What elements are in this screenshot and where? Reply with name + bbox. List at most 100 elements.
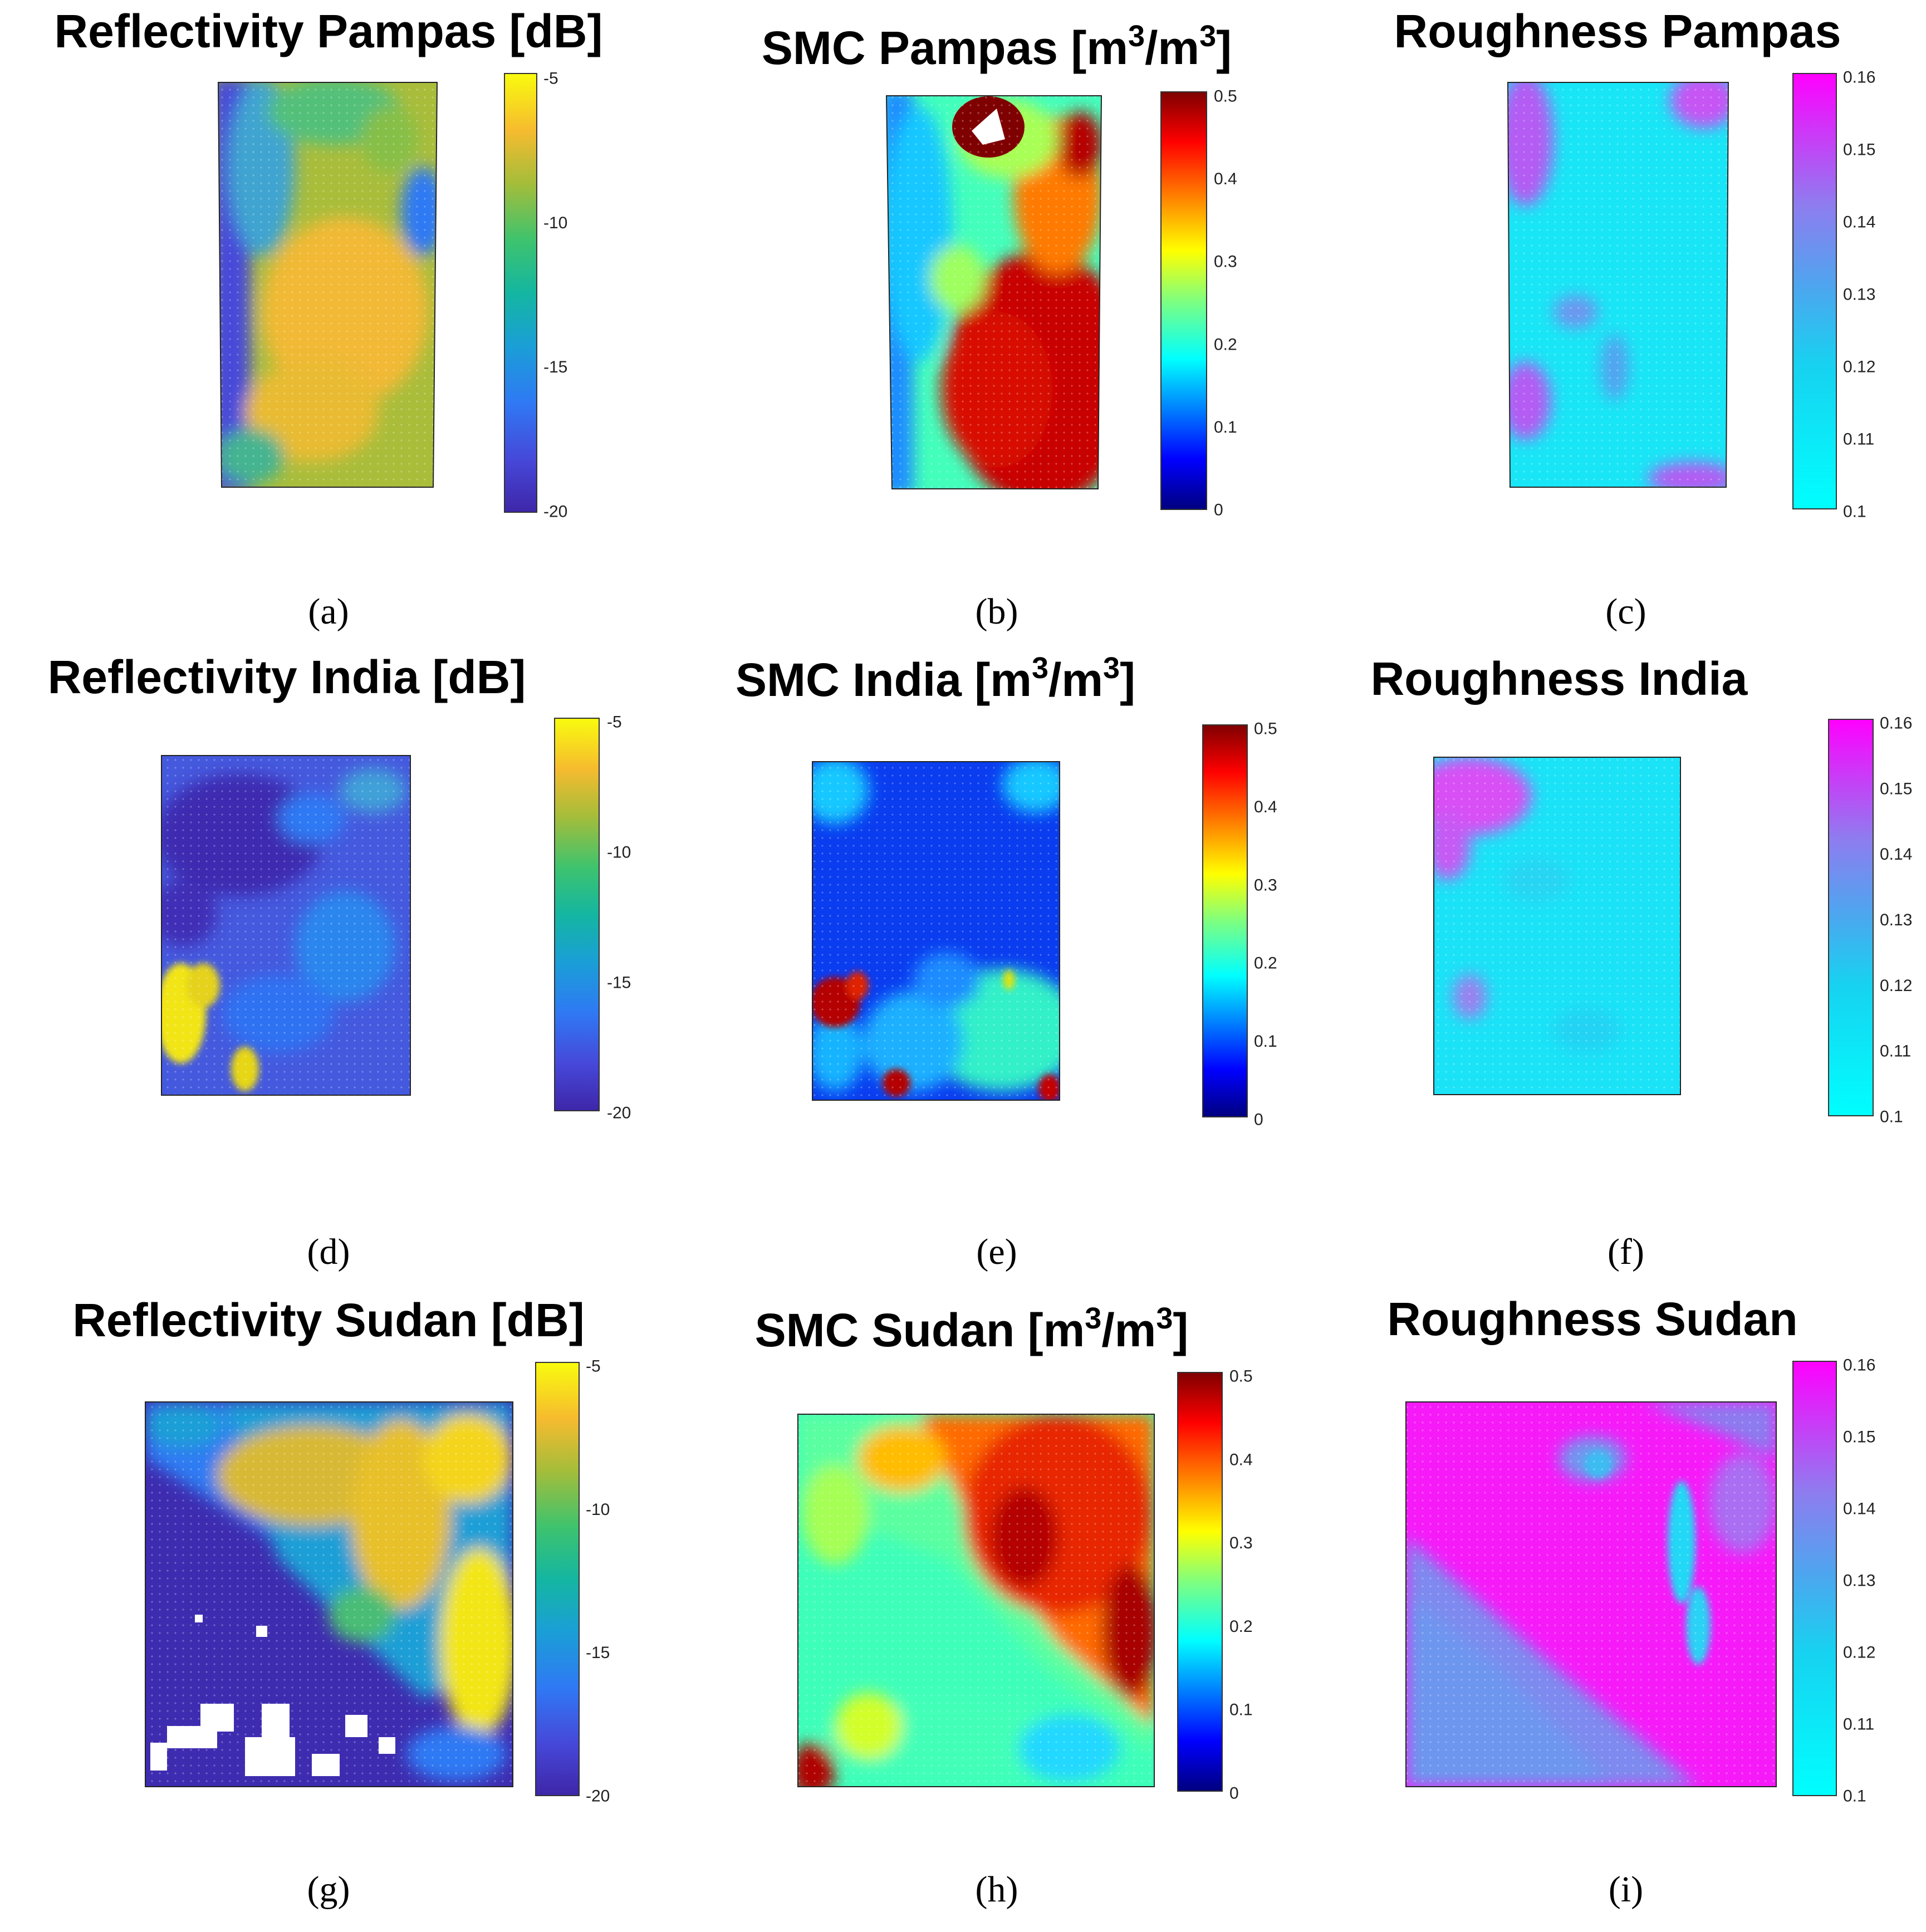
panel-h-caption: (h) — [976, 1869, 1018, 1910]
panel-d-heatmap — [161, 756, 410, 1095]
panel-b-frame — [885, 95, 1102, 489]
panel-i-colorbar-tick-label: 0.11 — [1843, 1715, 1874, 1734]
panel-c: Roughness Pampas 0.160.150.140.130.120.1… — [1394, 5, 1876, 632]
panel-d-colorbar-tick-label: -5 — [607, 713, 622, 732]
panel-i-frame — [1405, 1401, 1777, 1787]
panel-b-colorbar-tick-label: 0.1 — [1214, 418, 1237, 437]
panel-b-title: SMC Pampas [m3/m3] — [762, 19, 1232, 74]
panel-a-caption: (a) — [308, 591, 349, 632]
panel-f-colorbar — [1828, 719, 1874, 1116]
panel-d-caption: (d) — [307, 1232, 350, 1272]
panel-d-colorbar-tick-label: -15 — [607, 974, 631, 992]
panel-a-colorbar-tick-label: -20 — [543, 503, 567, 521]
panel-i-title: Roughness Sudan — [1387, 1293, 1797, 1345]
panel-c-colorbar-ticks: 0.16 0.15 0.14 0.13 0.12 0.11 0.1 — [1843, 68, 1875, 521]
panel-h-colorbar — [1177, 1372, 1223, 1792]
panel-e-colorbar-tick-label: 0.2 — [1254, 954, 1277, 973]
panel-i-colorbar-tick-label: 0.1 — [1843, 1787, 1866, 1806]
panel-d-colorbar-tick-label: -10 — [607, 844, 631, 862]
panel-d-colorbar-tick-label: -20 — [607, 1104, 631, 1122]
panel-a-frame — [217, 82, 438, 488]
panel-a-title: Reflectivity Pampas [dB] — [55, 5, 603, 57]
panel-f-colorbar-tick-label: 0.1 — [1880, 1108, 1903, 1126]
panel-g-colorbar — [535, 1362, 580, 1796]
panel-e-caption: (e) — [976, 1232, 1017, 1272]
panel-b-colorbar-tick-label: 0.3 — [1214, 253, 1237, 271]
panel-f-caption: (f) — [1608, 1232, 1644, 1272]
panel-e-colorbar-tick-label: 0 — [1254, 1111, 1263, 1129]
panel-h-colorbar-tick-label: 0 — [1229, 1784, 1239, 1803]
panel-a-colorbar — [504, 73, 537, 513]
panel-e-colorbar-tick-label: 0.1 — [1254, 1032, 1277, 1051]
panel-d-colorbar — [554, 718, 600, 1111]
panel-f-colorbar-tick-label: 0.12 — [1880, 977, 1912, 995]
panel-d-colorbar-ticks: -5 -10 -15 -20 — [607, 713, 631, 1122]
panel-i-colorbar-tick-label: 0.14 — [1843, 1500, 1875, 1518]
panel-h-colorbar-tick-label: 0.4 — [1229, 1450, 1253, 1469]
panel-g-colorbar-tick-label: -10 — [586, 1501, 610, 1519]
panel-c-colorbar-tick-label: 0.15 — [1843, 141, 1875, 159]
panel-c-frame — [1507, 82, 1729, 488]
panel-b-colorbar-tick-label: 0.2 — [1214, 335, 1237, 354]
panel-i-caption: (i) — [1609, 1869, 1643, 1910]
panel-b-heatmap — [886, 96, 1101, 489]
panel-f-title: Roughness India — [1371, 653, 1748, 705]
panel-c-caption: (c) — [1605, 591, 1646, 632]
panel-e-colorbar-ticks: 0.5 0.4 0.3 0.2 0.1 0 — [1254, 720, 1277, 1129]
panel-b-colorbar-tick-label: 0.4 — [1214, 170, 1237, 188]
panel-g-colorbar-tick-label: -15 — [586, 1644, 610, 1662]
panel-b-colorbar — [1160, 91, 1207, 510]
panel-g-colorbar-tick-label: -5 — [586, 1357, 601, 1376]
panel-d-frame — [161, 755, 411, 1096]
panel-h-colorbar-tick-label: 0.3 — [1229, 1534, 1253, 1552]
panel-f-colorbar-tick-label: 0.15 — [1880, 779, 1912, 798]
panel-g-heatmap — [145, 1402, 513, 1787]
panel-e-frame — [812, 761, 1060, 1101]
panel-h-colorbar-tick-label: 0.2 — [1229, 1617, 1253, 1636]
panel-g-caption: (g) — [307, 1869, 350, 1910]
panel-a-colorbar-ticks: -5 -10 -15 -20 — [543, 70, 567, 521]
panel-i-colorbar — [1792, 1361, 1837, 1796]
panel-a-colorbar-tick-label: -5 — [543, 70, 558, 88]
panel-e-title: SMC India [m3/m3] — [736, 651, 1135, 706]
panel-b-caption: (b) — [976, 591, 1018, 632]
panel-e-colorbar-tick-label: 0.5 — [1254, 720, 1277, 738]
panel-c-colorbar-tick-label: 0.11 — [1843, 430, 1874, 449]
panel-f-heatmap — [1434, 757, 1680, 1095]
panel-e-colorbar-tick-label: 0.4 — [1254, 798, 1277, 816]
panel-a: Reflectivity Pampas [dB] -5 -10 -15 -20 (a) — [55, 5, 603, 632]
panel-g-colorbar-ticks: -5 -10 -15 -20 — [586, 1357, 610, 1806]
panel-h-heatmap — [798, 1414, 1154, 1787]
panel-b-colorbar-ticks: 0.5 0.4 0.3 0.2 0.1 0 — [1214, 87, 1237, 519]
panel-i-colorbar-tick-label: 0.16 — [1843, 1356, 1875, 1375]
panel-f-colorbar-tick-label: 0.16 — [1880, 714, 1912, 733]
panel-a-colorbar-tick-label: -10 — [543, 214, 567, 232]
panel-b-colorbar-tick-label: 0 — [1214, 501, 1223, 519]
panel-e: SMC India [m3/m3] 0.5 0.4 0.3 0.2 0.1 0 — [736, 651, 1277, 1272]
panel-c-colorbar-tick-label: 0.1 — [1843, 503, 1866, 521]
panel-e-colorbar-tick-label: 0.3 — [1254, 876, 1277, 894]
panel-e-heatmap — [812, 762, 1060, 1100]
panel-f: Roughness India 0.16 0.15 0.14 0.13 0.12 0.11… — [1371, 653, 1913, 1272]
panel-d: Reflectivity India [dB] -5 -10 -15 -20 (d) — [48, 651, 631, 1272]
panel-c-colorbar-tick-label: 0.16 — [1843, 68, 1875, 87]
panel-i-colorbar-tick-label: 0.12 — [1843, 1644, 1875, 1662]
panel-f-colorbar-tick-label: 0.13 — [1880, 911, 1912, 929]
panel-b-colorbar-tick-label: 0.5 — [1214, 87, 1237, 106]
panel-f-colorbar-tick-label: 0.14 — [1880, 845, 1912, 864]
panel-g-frame — [145, 1401, 513, 1787]
panel-h: SMC Sudan [m3/m3] 0.5 0.4 0.3 0.2 0.1 0 (h) — [755, 1302, 1253, 1910]
panel-g: Reflectivity Sudan [dB] — [72, 1294, 610, 1910]
panel-c-colorbar — [1792, 73, 1837, 509]
panel-g-title: Reflectivity Sudan [dB] — [72, 1294, 584, 1346]
panel-g-colorbar-tick-label: -20 — [586, 1787, 610, 1806]
panel-i: Roughness Sudan 0.16 0.15 0.14 0.13 0.12 0.11… — [1387, 1293, 1875, 1910]
panel-i-colorbar-tick-label: 0.15 — [1843, 1428, 1875, 1446]
panel-i-colorbar-tick-label: 0.13 — [1843, 1572, 1875, 1590]
panel-i-colorbar-ticks: 0.16 0.15 0.14 0.13 0.12 0.11 0.1 — [1843, 1356, 1875, 1806]
panel-h-frame — [797, 1414, 1155, 1787]
panel-c-colorbar-tick-label: 0.12 — [1843, 358, 1875, 376]
panel-c-colorbar-tick-label: 0.14 — [1843, 213, 1875, 232]
panel-d-title: Reflectivity India [dB] — [48, 651, 526, 703]
